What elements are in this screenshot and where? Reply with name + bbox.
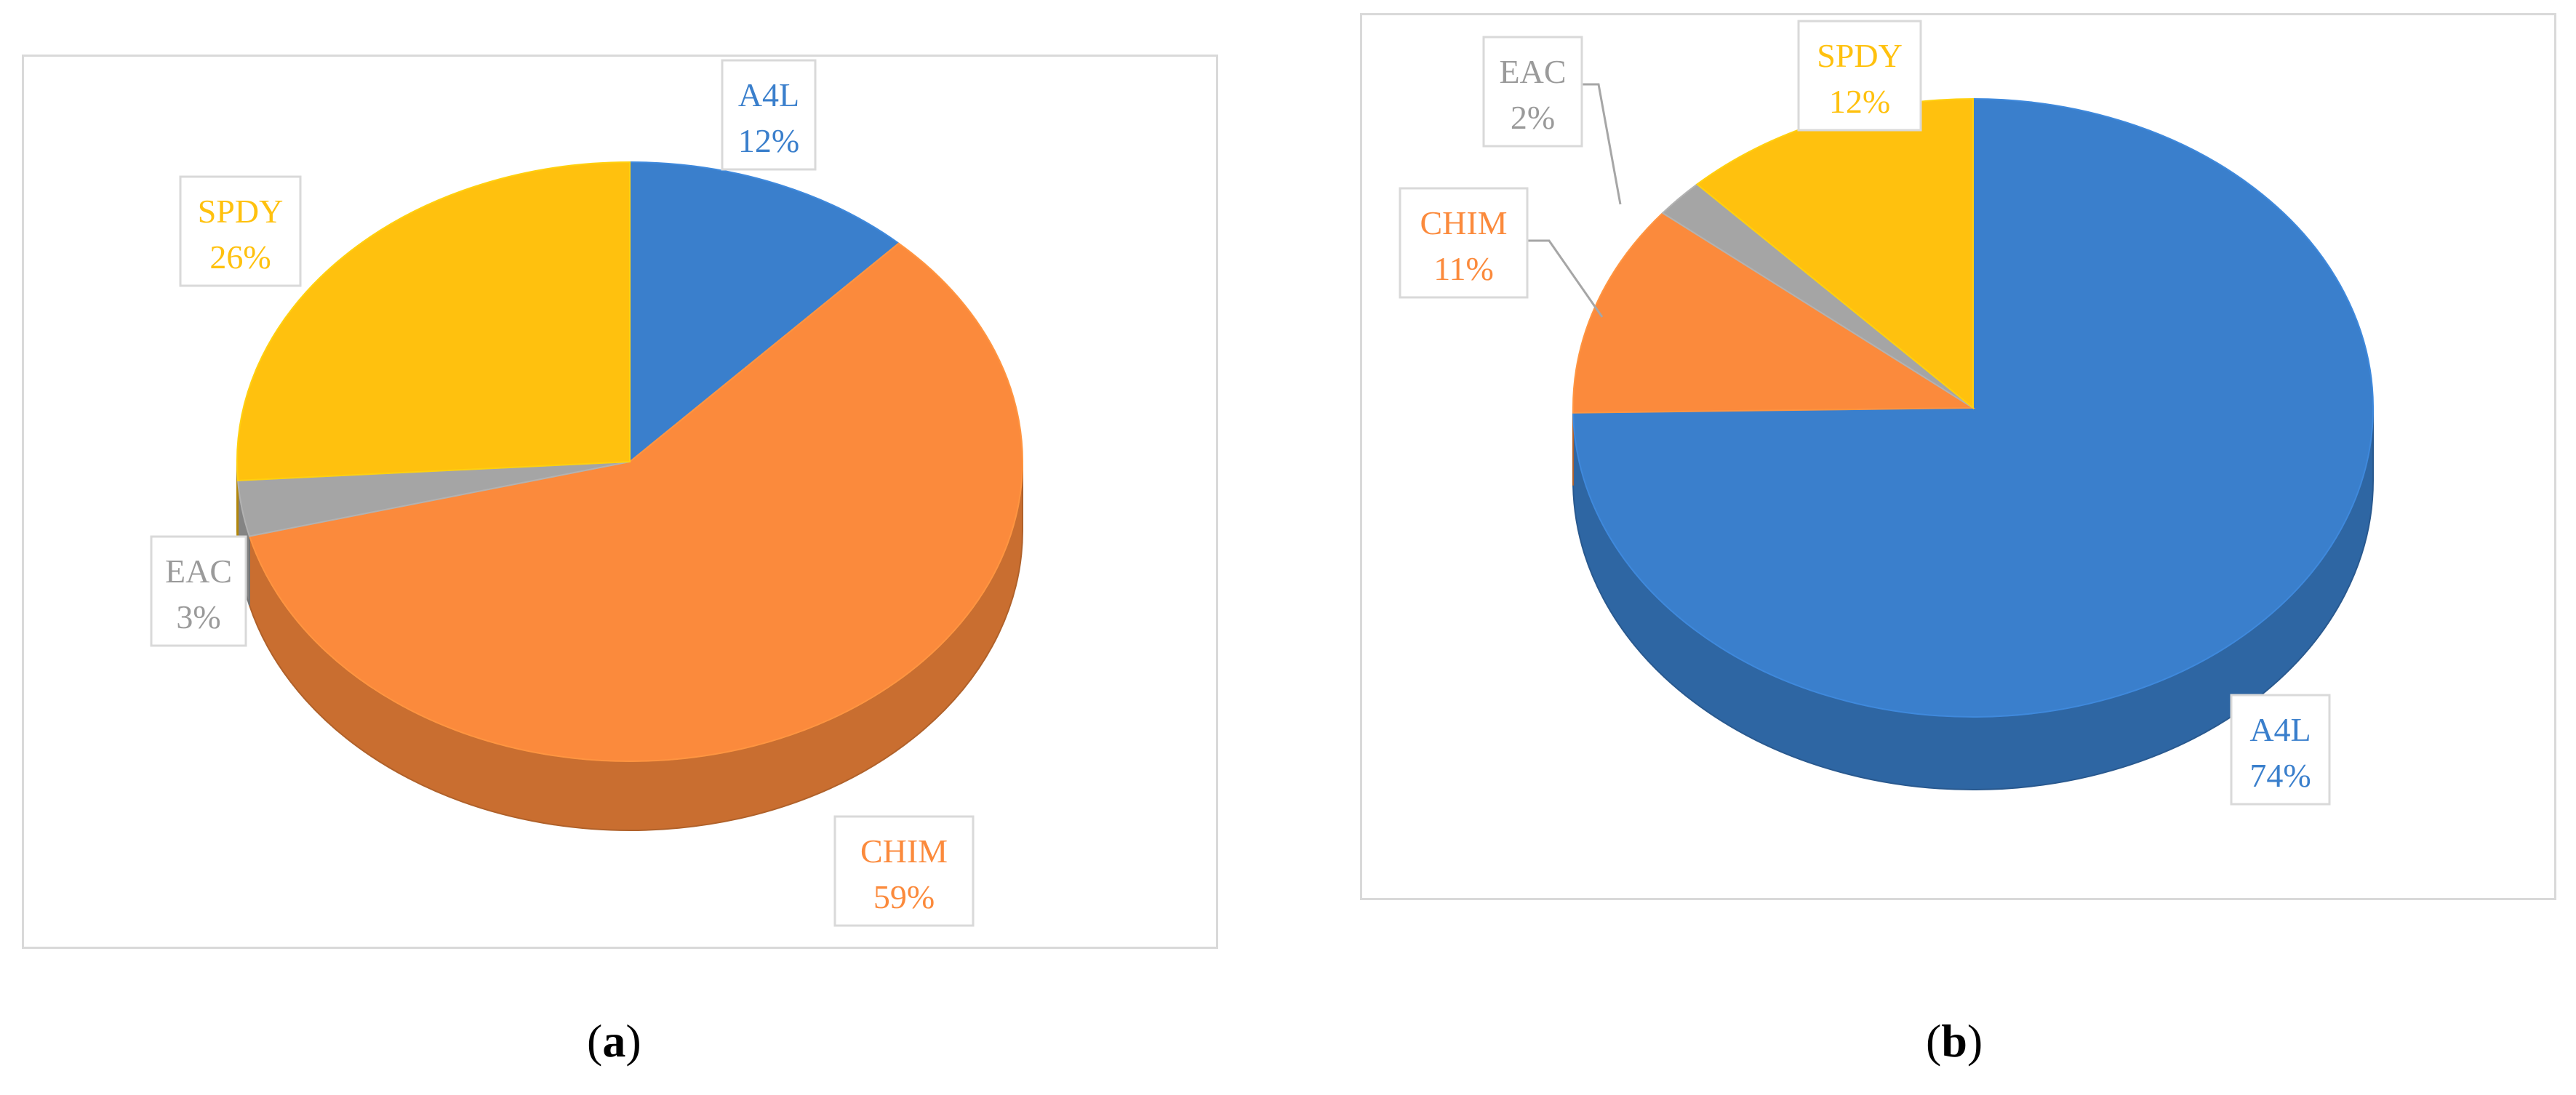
chart-panel-a: A4L 12% CHIM 59% EAC 3% SPDY 26% <box>22 55 1218 949</box>
pie-chart-b: A4L 74% CHIM 11% EAC 2% SPDY 12% <box>1399 20 2374 806</box>
data-label-name-chim: CHIM <box>1420 204 1507 241</box>
data-label-value-spdy: 26% <box>209 238 271 276</box>
data-label-name-spdy: SPDY <box>1817 37 1903 74</box>
data-label-value-a4l: 12% <box>738 122 799 159</box>
data-label-box-chim <box>833 815 975 927</box>
data-label-box-spdy <box>1797 20 1922 132</box>
pie-slice-a4l <box>1572 97 2374 718</box>
leader-line-chim <box>1527 239 1604 318</box>
data-label-value-chim: 59% <box>873 878 935 915</box>
data-label-name-eac: EAC <box>165 553 232 590</box>
leader-line-eac <box>1582 83 1622 205</box>
data-label-box-eac <box>1482 36 1583 148</box>
caption-a: (a) <box>587 1015 641 1067</box>
pie-slice-a4l <box>629 161 900 464</box>
data-label-name-spdy: SPDY <box>198 193 284 230</box>
data-label-value-a4l: 74% <box>2249 757 2311 794</box>
data-label-box-spdy <box>179 175 302 287</box>
pie-chart-a: A4L 12% CHIM 59% EAC 3% SPDY 26% <box>150 59 1023 927</box>
data-label-name-a4l: A4L <box>738 76 799 113</box>
pie-slice-spdy <box>236 161 631 481</box>
data-label-name-a4l: A4L <box>2249 711 2311 748</box>
data-label-box-a4l <box>721 59 817 171</box>
data-label-box-a4l <box>2230 694 2331 806</box>
chart-panel-b: A4L 74% CHIM 11% EAC 2% SPDY 12% <box>1360 13 2556 900</box>
data-label-box-chim <box>1399 187 1529 299</box>
data-label-value-eac: 3% <box>176 598 220 635</box>
caption-b: (b) <box>1926 1015 1983 1067</box>
data-label-box-eac <box>150 535 247 647</box>
data-label-value-spdy: 12% <box>1829 83 1890 120</box>
data-label-value-eac: 2% <box>1511 99 1555 136</box>
data-label-name-chim: CHIM <box>860 833 948 870</box>
data-label-name-eac: EAC <box>1500 53 1567 90</box>
data-label-value-chim: 11% <box>1433 250 1494 287</box>
pie-slice-chim <box>248 242 1023 762</box>
